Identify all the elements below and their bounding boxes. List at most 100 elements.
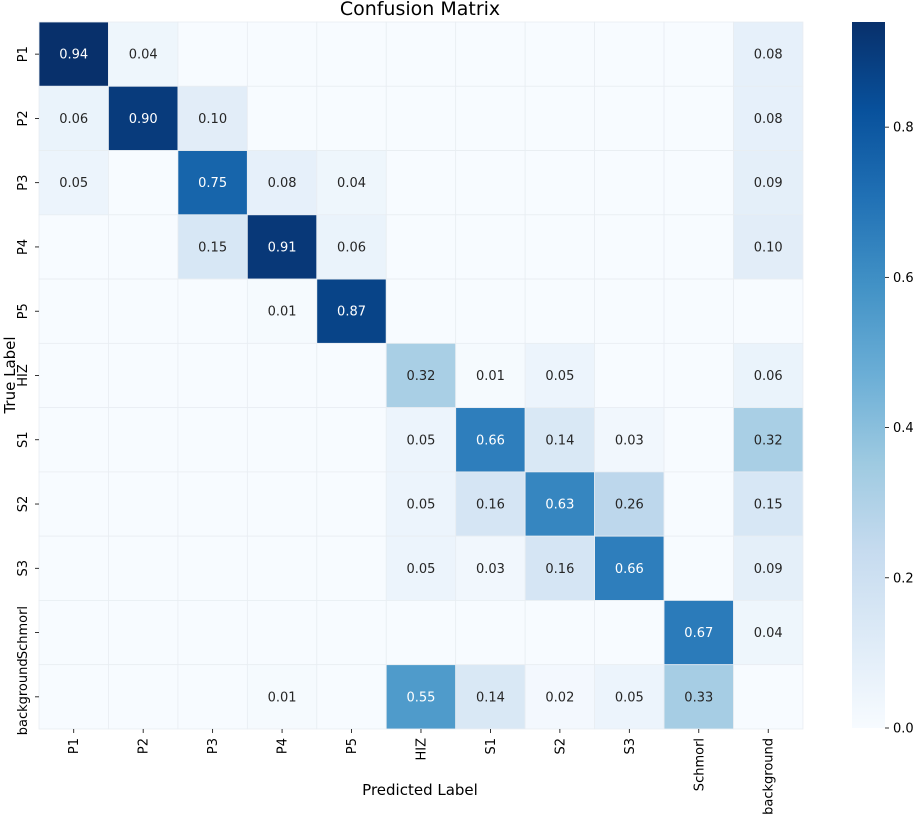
cell-value-label: 0.08 <box>754 48 783 63</box>
colorbar-tick-label: 0.4 <box>893 421 913 436</box>
cell-value-label: 0.15 <box>754 498 783 513</box>
heatmap-cell <box>524 535 596 601</box>
heatmap-cell <box>38 407 109 473</box>
heatmap-cell <box>663 342 734 409</box>
heatmap-cell <box>733 600 804 666</box>
cell-value-label: 0.91 <box>268 240 297 255</box>
heatmap-cell <box>385 214 457 280</box>
heatmap-cell <box>316 600 387 666</box>
cell-value-label: 0.05 <box>59 176 88 191</box>
cell-value-label: 0.06 <box>59 112 88 127</box>
cell-value-label: 0.09 <box>754 176 783 191</box>
heatmap-cell <box>385 150 457 216</box>
heatmap-cell <box>663 21 734 87</box>
cell-value-label: 0.33 <box>684 690 713 705</box>
cell-value-label: 0.04 <box>337 176 366 191</box>
heatmap-cell <box>108 150 179 216</box>
heatmap-cell <box>733 535 804 601</box>
colorbar-tick-label: 0.8 <box>893 121 913 136</box>
heatmap-cell <box>663 278 734 344</box>
heatmap-cell <box>177 407 248 473</box>
heatmap-cell <box>733 407 804 473</box>
heatmap-cell <box>455 85 526 151</box>
cell-value-label: 0.87 <box>337 305 366 320</box>
heatmap-cell <box>663 407 734 473</box>
heatmap-cell <box>316 278 387 344</box>
cell-value-label: 0.10 <box>754 240 783 255</box>
heatmap-cell <box>733 85 804 151</box>
heatmap-cell <box>246 535 318 601</box>
cell-value-label: 0.14 <box>476 690 505 705</box>
heatmap-cell <box>594 471 665 537</box>
x-tick-labels: P1 P2 P3 P4 P5 HIZ S1 S2 S3 Schmorl background <box>67 728 777 815</box>
heatmap-cell <box>38 535 109 601</box>
heatmap-cell <box>733 278 804 344</box>
heatmap-cell <box>594 21 665 87</box>
cell-value-label: 0.08 <box>754 112 783 127</box>
cell-value-label: 0.08 <box>268 176 297 191</box>
heatmap-cell <box>594 342 665 409</box>
cell-value-label: 0.06 <box>754 369 783 384</box>
colorbar-tick-label: 0.0 <box>893 722 913 737</box>
heatmap-cell <box>455 278 526 344</box>
heatmap-cell <box>177 278 248 344</box>
heatmap-cell <box>385 600 457 666</box>
heatmap-cell <box>524 407 596 473</box>
cell-value-label: 0.05 <box>545 369 574 384</box>
heatmap-cell <box>108 600 179 666</box>
x-tick-label: S1 <box>484 738 499 755</box>
cell-value-label: 0.10 <box>198 112 227 127</box>
heatmap-cell <box>177 471 248 537</box>
heatmap-cell <box>246 214 318 280</box>
heatmap-cell <box>316 342 387 409</box>
cell-value-label: 0.67 <box>684 626 713 641</box>
x-tick-label: P3 <box>206 738 221 754</box>
heatmap-cell <box>246 471 318 537</box>
heatmap-cell <box>524 600 596 666</box>
heatmap-cell <box>316 85 387 151</box>
cell-value-label: 0.03 <box>615 433 644 448</box>
heatmap-cell <box>108 278 179 344</box>
cell-value-label: 0.05 <box>615 690 644 705</box>
heatmap-cell <box>246 342 318 409</box>
heatmap-cell <box>316 664 387 730</box>
heatmap-cell <box>385 664 457 730</box>
heatmap-cell <box>663 471 734 537</box>
heatmap-cell <box>594 600 665 666</box>
heatmap-cell <box>524 21 596 87</box>
cell-value-label: 0.05 <box>406 433 435 448</box>
heatmap-cell <box>594 150 665 216</box>
heatmap-cell <box>108 85 179 151</box>
cell-value-label: 0.15 <box>198 240 227 255</box>
cell-value-label: 0.16 <box>545 562 574 577</box>
x-tick-label: P2 <box>137 738 152 754</box>
heatmap-cell <box>38 600 109 666</box>
heatmap-cell <box>733 471 804 537</box>
heatmap-cell <box>594 535 665 601</box>
heatmap-cell <box>385 535 457 601</box>
heatmap-cell <box>594 278 665 344</box>
y-tick-label: P3 <box>16 175 31 191</box>
heatmap-cell <box>177 21 248 87</box>
cell-value-label: 0.32 <box>754 433 783 448</box>
heatmap-cell <box>246 85 318 151</box>
heatmap-cell <box>177 85 248 151</box>
y-tick-label: P5 <box>16 303 31 319</box>
heatmap-cell <box>524 278 596 344</box>
cell-value-label: 0.63 <box>545 498 574 513</box>
heatmap-cell <box>733 150 804 216</box>
x-tick-label: S3 <box>623 738 638 755</box>
heatmap-cell <box>177 664 248 730</box>
y-tick-label: Schmorl <box>16 606 31 659</box>
x-tick-label: HIZ <box>414 738 429 761</box>
chart-title: Confusion Matrix <box>340 0 500 20</box>
colorbar-tick-label: 0.2 <box>893 571 913 586</box>
y-tick-label: background <box>16 658 31 735</box>
y-tick-label: P1 <box>16 46 31 62</box>
cell-value-label: 0.04 <box>129 48 158 63</box>
heatmap-cell <box>38 664 109 730</box>
heatmap-cell <box>316 535 387 601</box>
heatmap-cell <box>316 150 387 216</box>
heatmap-cell <box>594 407 665 473</box>
